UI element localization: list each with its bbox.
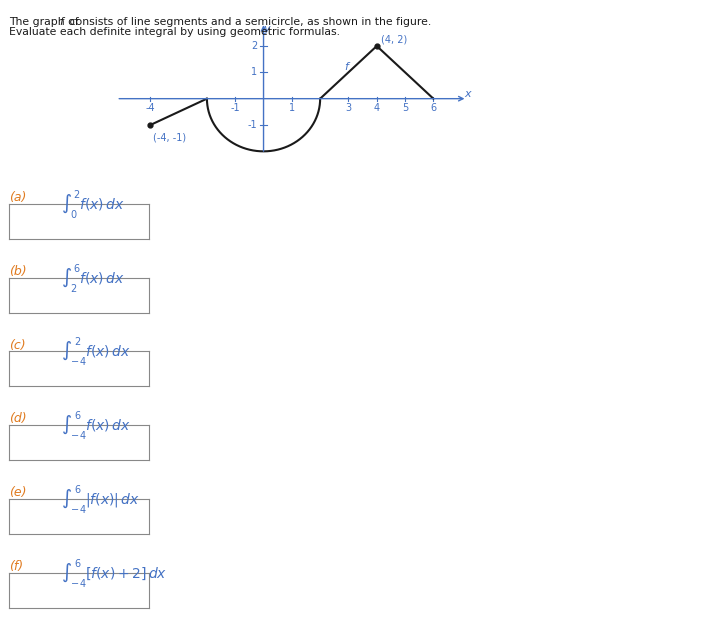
Text: (a): (a) xyxy=(9,191,26,204)
Text: 1: 1 xyxy=(289,103,295,113)
Text: -1: -1 xyxy=(247,120,257,130)
Text: $\int_{-4}^{\,6} f(x)\, dx$: $\int_{-4}^{\,6} f(x)\, dx$ xyxy=(61,410,131,442)
Text: The graph of: The graph of xyxy=(9,17,82,27)
Text: (e): (e) xyxy=(9,486,26,499)
Text: $f$: $f$ xyxy=(344,60,352,72)
Text: 5: 5 xyxy=(402,103,408,113)
Text: f: f xyxy=(59,17,63,27)
Text: (-4, -1): (-4, -1) xyxy=(153,132,186,143)
Text: (4, 2): (4, 2) xyxy=(381,34,407,44)
Text: (c): (c) xyxy=(9,339,25,352)
Text: 1: 1 xyxy=(251,68,257,77)
Text: 2: 2 xyxy=(251,41,257,51)
Text: -4: -4 xyxy=(145,103,155,113)
Text: (d): (d) xyxy=(9,413,27,426)
Text: x: x xyxy=(464,89,471,99)
Text: $\int_2^6 f(x)\, dx$: $\int_2^6 f(x)\, dx$ xyxy=(61,262,124,295)
Text: 6: 6 xyxy=(430,103,436,113)
Text: $\int_{-4}^{\,6} [f(x) + 2]\, dx$: $\int_{-4}^{\,6} [f(x) + 2]\, dx$ xyxy=(61,557,168,590)
Text: (f): (f) xyxy=(9,560,23,573)
Text: -1: -1 xyxy=(230,103,240,113)
Text: $\int_0^2 f(x)\, dx$: $\int_0^2 f(x)\, dx$ xyxy=(61,188,124,221)
Text: y: y xyxy=(264,24,270,34)
Text: consists of line segments and a semicircle, as shown in the figure.: consists of line segments and a semicirc… xyxy=(66,17,435,27)
Text: 3: 3 xyxy=(345,103,352,113)
Text: 4: 4 xyxy=(374,103,380,113)
Text: $\int_{-4}^{\,2} f(x)\, dx$: $\int_{-4}^{\,2} f(x)\, dx$ xyxy=(61,336,131,368)
Text: (b): (b) xyxy=(9,265,27,278)
Text: Evaluate each definite integral by using geometric formulas.: Evaluate each definite integral by using… xyxy=(9,27,339,38)
Text: $\int_{-4}^{\,6} |f(x)|\, dx$: $\int_{-4}^{\,6} |f(x)|\, dx$ xyxy=(61,483,140,516)
